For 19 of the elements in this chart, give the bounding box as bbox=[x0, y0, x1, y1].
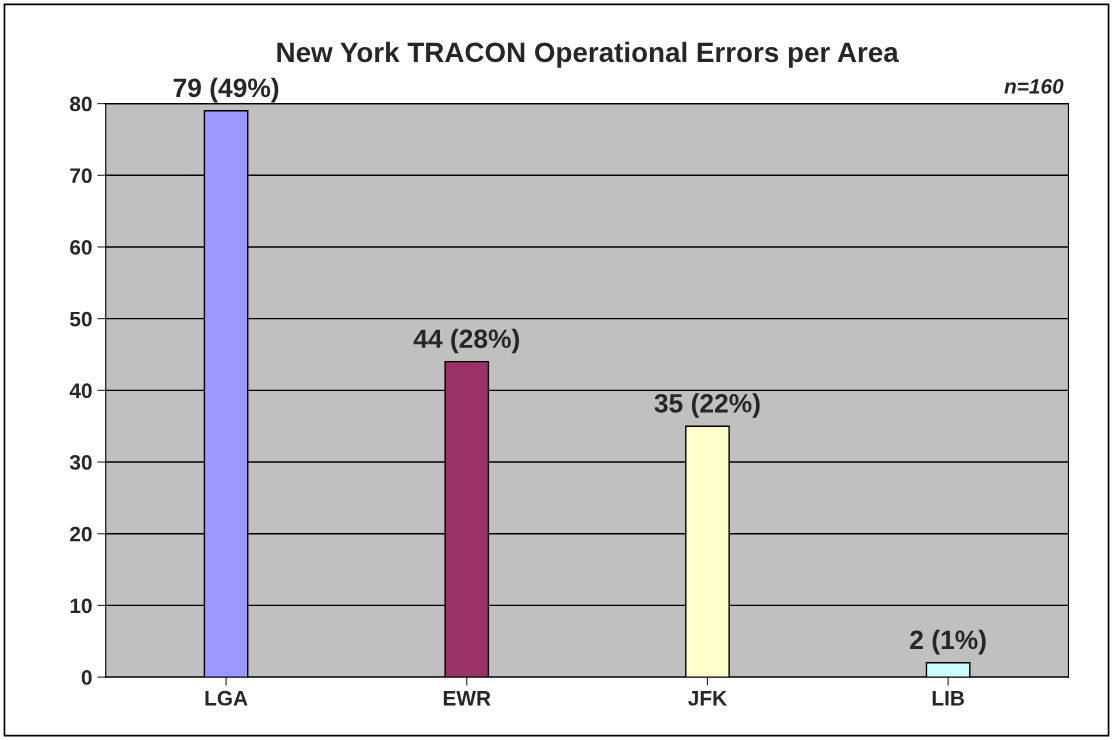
x-tick-label: LGA bbox=[205, 690, 248, 706]
data-label: 35 (22%) bbox=[654, 393, 760, 418]
x-tick-label: LIB bbox=[932, 691, 964, 706]
y-tick-label: 80 bbox=[70, 96, 92, 112]
y-tick-label: 50 bbox=[70, 311, 92, 327]
y-tick-label: 70 bbox=[70, 168, 92, 184]
y-tick-label: 0 bbox=[81, 670, 92, 685]
data-label: 2 (1%) bbox=[910, 629, 986, 655]
x-tick-label: EWR bbox=[443, 691, 491, 706]
data-label: 44 (28%) bbox=[413, 328, 519, 354]
y-tick-label: 20 bbox=[70, 526, 92, 542]
y-tick-label: 40 bbox=[69, 383, 92, 399]
y-tick-label: 60 bbox=[70, 239, 92, 255]
chart-title: New York TRACON Operational Errors per Area bbox=[277, 41, 899, 68]
x-tick-label: JFK bbox=[688, 691, 727, 706]
data-label: 79 (49%) bbox=[173, 77, 279, 103]
y-tick-label: 10 bbox=[70, 598, 92, 614]
text: n=160 bbox=[1004, 78, 1064, 94]
y-tick-label: 30 bbox=[69, 455, 92, 470]
